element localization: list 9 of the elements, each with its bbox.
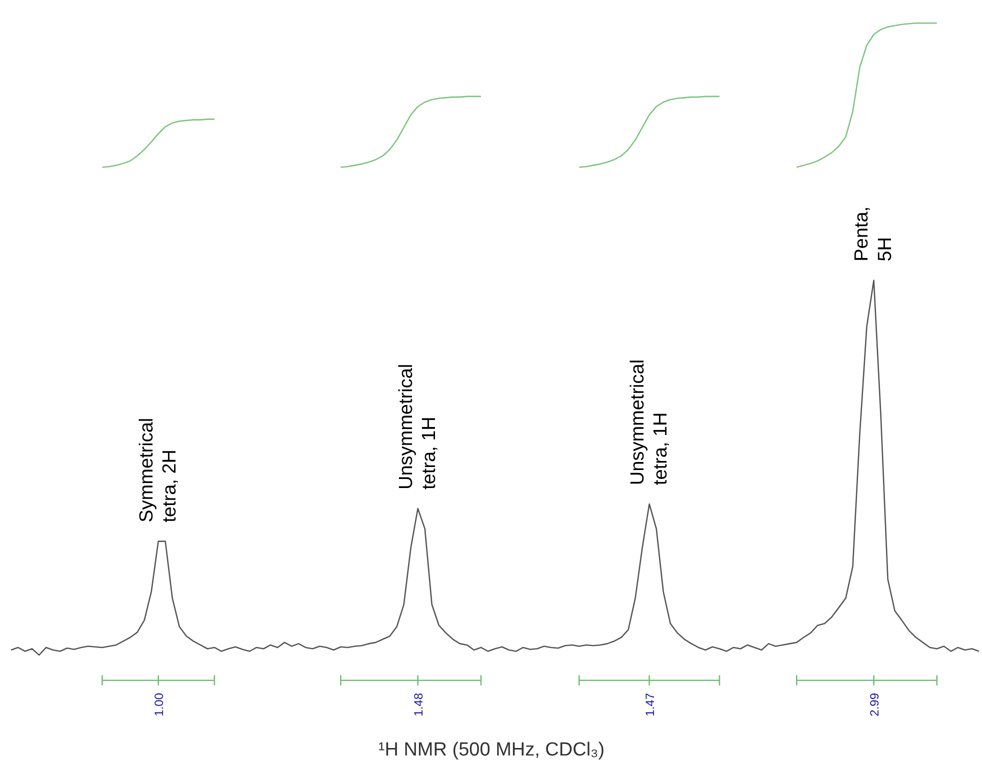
text: 1.00	[152, 692, 166, 716]
text: 2.99	[867, 692, 882, 716]
annotation: Symmetrical tetra, 2H	[136, 418, 180, 522]
text: ¹H NMR (500 MHz, CDCl₃)	[378, 740, 605, 760]
annotation: Unsymmetrical tetra, 1H	[627, 359, 672, 486]
text: 1.47	[642, 692, 657, 716]
text: 1.48	[411, 692, 426, 716]
annotation: Penta, 5H	[852, 206, 896, 262]
annotation: Unsymmetrical tetra, 1H	[396, 364, 440, 490]
